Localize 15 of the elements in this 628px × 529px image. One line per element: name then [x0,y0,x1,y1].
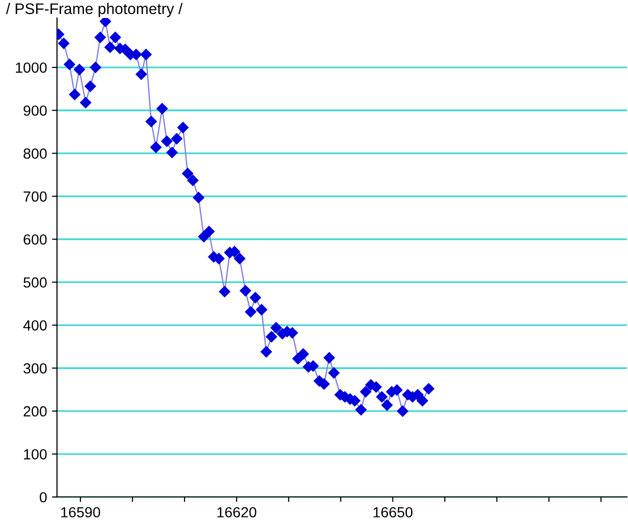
y-tick-label: 600 [24,234,47,245]
y-tick-label: 800 [24,148,47,159]
x-tick-label: 16650 [374,507,412,518]
chart-title: / PSF-Frame photometry / [6,2,183,18]
y-tick-label: 900 [24,105,47,116]
y-tick-label: 1000 [16,62,47,73]
y-tick-label: 400 [23,320,47,331]
y-tick-label: 100 [24,449,47,460]
y-tick-label: 500 [24,277,47,288]
y-tick-label: 300 [24,363,47,374]
y-tick-label: 0 [40,492,47,502]
x-tick-label: 16590 [61,507,100,518]
x-tick-label: 16620 [217,507,256,518]
y-tick-label: 700 [24,191,47,202]
y-tick-label: 200 [24,406,47,417]
